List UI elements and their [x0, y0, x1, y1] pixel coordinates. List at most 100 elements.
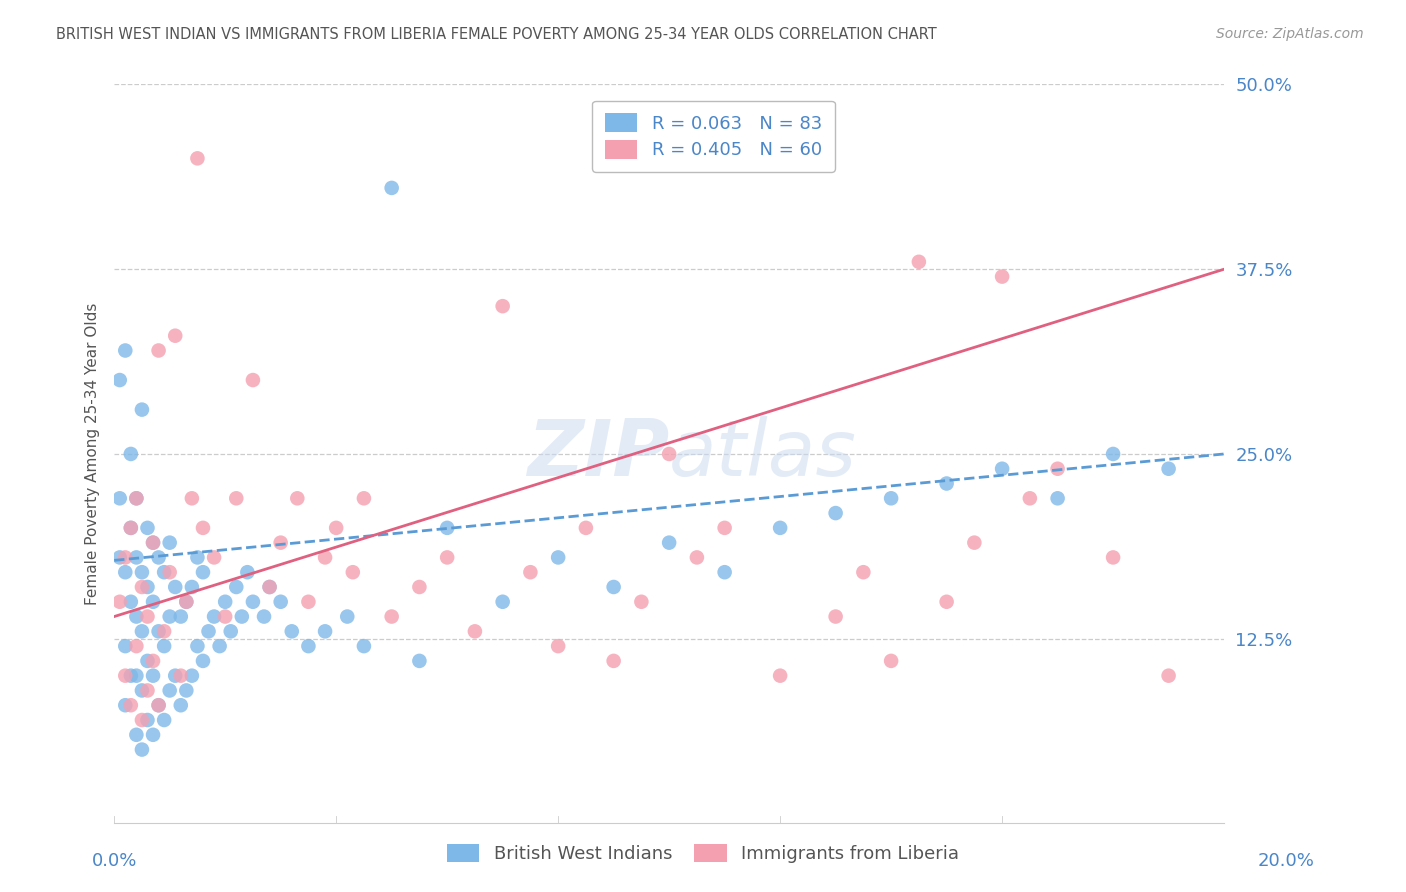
- Point: [148, 550, 170, 565]
- Point: [142, 595, 165, 609]
- Point: [658, 447, 681, 461]
- Point: [131, 713, 153, 727]
- Point: [630, 595, 652, 609]
- Point: [125, 491, 148, 506]
- Point: [935, 595, 957, 609]
- Point: [259, 580, 281, 594]
- Point: [225, 580, 247, 594]
- Point: [165, 668, 187, 682]
- Point: [176, 595, 198, 609]
- Point: [114, 698, 136, 713]
- Point: [519, 565, 541, 579]
- Point: [148, 624, 170, 639]
- Point: [575, 521, 598, 535]
- Text: atlas: atlas: [669, 416, 858, 492]
- Point: [142, 654, 165, 668]
- Point: [281, 624, 304, 639]
- Legend: British West Indians, Immigrants from Liberia: British West Indians, Immigrants from Li…: [436, 833, 970, 874]
- Point: [991, 461, 1014, 475]
- Text: BRITISH WEST INDIAN VS IMMIGRANTS FROM LIBERIA FEMALE POVERTY AMONG 25-34 YEAR O: BRITISH WEST INDIAN VS IMMIGRANTS FROM L…: [56, 27, 936, 42]
- Point: [108, 595, 131, 609]
- Point: [381, 181, 404, 195]
- Point: [136, 654, 159, 668]
- Legend: R = 0.063   N = 83, R = 0.405   N = 60: R = 0.063 N = 83, R = 0.405 N = 60: [592, 101, 835, 172]
- Point: [1046, 461, 1069, 475]
- Point: [131, 683, 153, 698]
- Point: [125, 668, 148, 682]
- Point: [602, 654, 624, 668]
- Point: [186, 152, 208, 166]
- Point: [108, 550, 131, 565]
- Point: [120, 698, 142, 713]
- Point: [208, 639, 231, 653]
- Point: [148, 698, 170, 713]
- Point: [1102, 550, 1125, 565]
- Point: [1157, 668, 1180, 682]
- Point: [125, 728, 148, 742]
- Point: [314, 624, 336, 639]
- Point: [170, 668, 193, 682]
- Point: [436, 550, 458, 565]
- Point: [202, 609, 225, 624]
- Point: [769, 668, 792, 682]
- Point: [713, 521, 735, 535]
- Point: [186, 550, 208, 565]
- Point: [159, 683, 181, 698]
- Point: [120, 447, 142, 461]
- Point: [114, 639, 136, 653]
- Point: [231, 609, 253, 624]
- Point: [991, 269, 1014, 284]
- Point: [935, 476, 957, 491]
- Point: [136, 683, 159, 698]
- Point: [769, 521, 792, 535]
- Point: [1046, 491, 1069, 506]
- Point: [180, 580, 202, 594]
- Point: [142, 535, 165, 549]
- Point: [148, 698, 170, 713]
- Point: [136, 521, 159, 535]
- Point: [236, 565, 259, 579]
- Point: [270, 595, 292, 609]
- Point: [547, 550, 569, 565]
- Point: [165, 328, 187, 343]
- Point: [325, 521, 347, 535]
- Point: [713, 565, 735, 579]
- Point: [148, 343, 170, 358]
- Point: [180, 491, 202, 506]
- Point: [191, 565, 214, 579]
- Point: [153, 639, 176, 653]
- Point: [108, 491, 131, 506]
- Point: [176, 683, 198, 698]
- Point: [136, 609, 159, 624]
- Point: [170, 609, 193, 624]
- Point: [131, 742, 153, 756]
- Point: [353, 639, 375, 653]
- Point: [186, 639, 208, 653]
- Point: [336, 609, 359, 624]
- Point: [142, 728, 165, 742]
- Point: [353, 491, 375, 506]
- Point: [658, 535, 681, 549]
- Point: [253, 609, 276, 624]
- Point: [219, 624, 242, 639]
- Point: [285, 491, 308, 506]
- Point: [159, 535, 181, 549]
- Point: [381, 609, 404, 624]
- Point: [202, 550, 225, 565]
- Point: [125, 609, 148, 624]
- Point: [408, 654, 430, 668]
- Point: [131, 624, 153, 639]
- Point: [108, 373, 131, 387]
- Point: [225, 491, 247, 506]
- Point: [824, 506, 846, 520]
- Point: [492, 299, 515, 313]
- Point: [297, 595, 319, 609]
- Point: [136, 580, 159, 594]
- Point: [170, 698, 193, 713]
- Point: [963, 535, 986, 549]
- Point: [165, 580, 187, 594]
- Point: [547, 639, 569, 653]
- Text: ZIP: ZIP: [527, 416, 669, 492]
- Point: [464, 624, 486, 639]
- Point: [176, 595, 198, 609]
